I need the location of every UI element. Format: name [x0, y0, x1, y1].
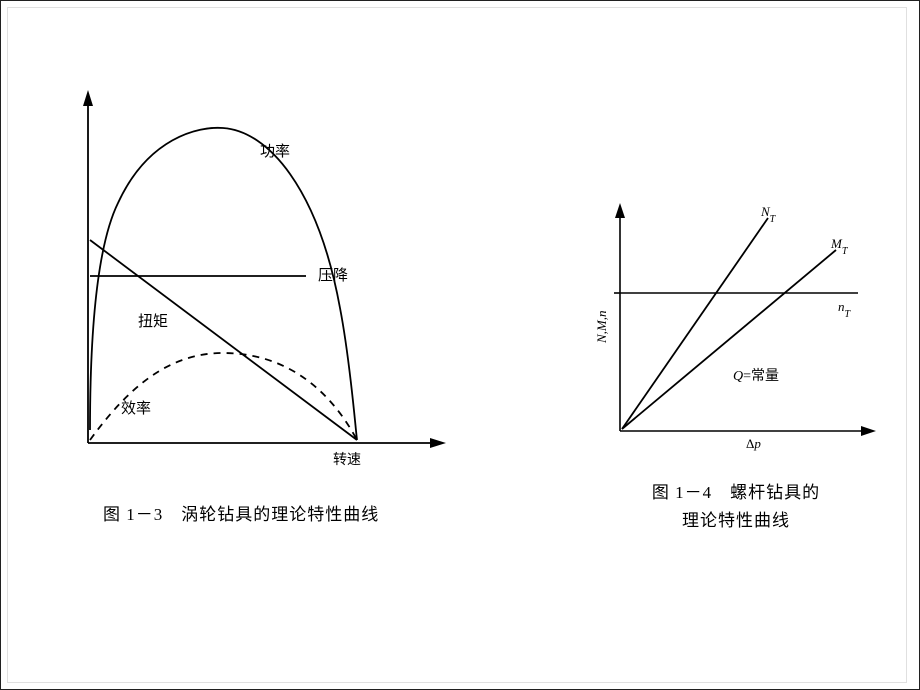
efficiency-curve — [90, 353, 357, 440]
pressure-label: 压降 — [318, 267, 348, 284]
right-x-arrow — [861, 426, 876, 436]
page-border: 功率 压降 扭矩 效率 转速 图 1－3 涡轮钻具的理论特性曲线 N,M,n — [0, 0, 920, 690]
left-caption: 图 1－3 涡轮钻具的理论特性曲线 — [103, 500, 379, 525]
q-label: Q=常量 — [733, 368, 779, 384]
inner-panel: 功率 压降 扭矩 效率 转速 图 1－3 涡轮钻具的理论特性曲线 N,M,n — [7, 7, 907, 683]
right-chart: N,M,n NT MT nT Q=常量 Δp — [468, 8, 908, 498]
torque-label: 扭矩 — [138, 313, 168, 330]
left-y-arrow — [83, 90, 93, 106]
left-x-arrow — [430, 438, 446, 448]
right-caption-2: 理论特性曲线 — [626, 506, 846, 531]
m-torque-line — [622, 250, 836, 429]
power-label: 功率 — [260, 143, 290, 160]
left-x-label: 转速 — [333, 452, 361, 468]
right-x-label: Δp — [746, 436, 761, 451]
n-power-line — [622, 218, 768, 429]
n-power-label: NT — [760, 204, 777, 225]
right-caption-1: 图 1－4 螺杆钻具的 — [626, 478, 846, 503]
efficiency-label: 效率 — [121, 400, 151, 417]
right-y-label: N,M,n — [594, 311, 609, 345]
n-speed-label: nT — [838, 299, 852, 320]
left-chart: 功率 压降 扭矩 效率 转速 — [8, 8, 468, 498]
power-curve — [90, 128, 357, 440]
right-y-arrow — [615, 203, 625, 218]
